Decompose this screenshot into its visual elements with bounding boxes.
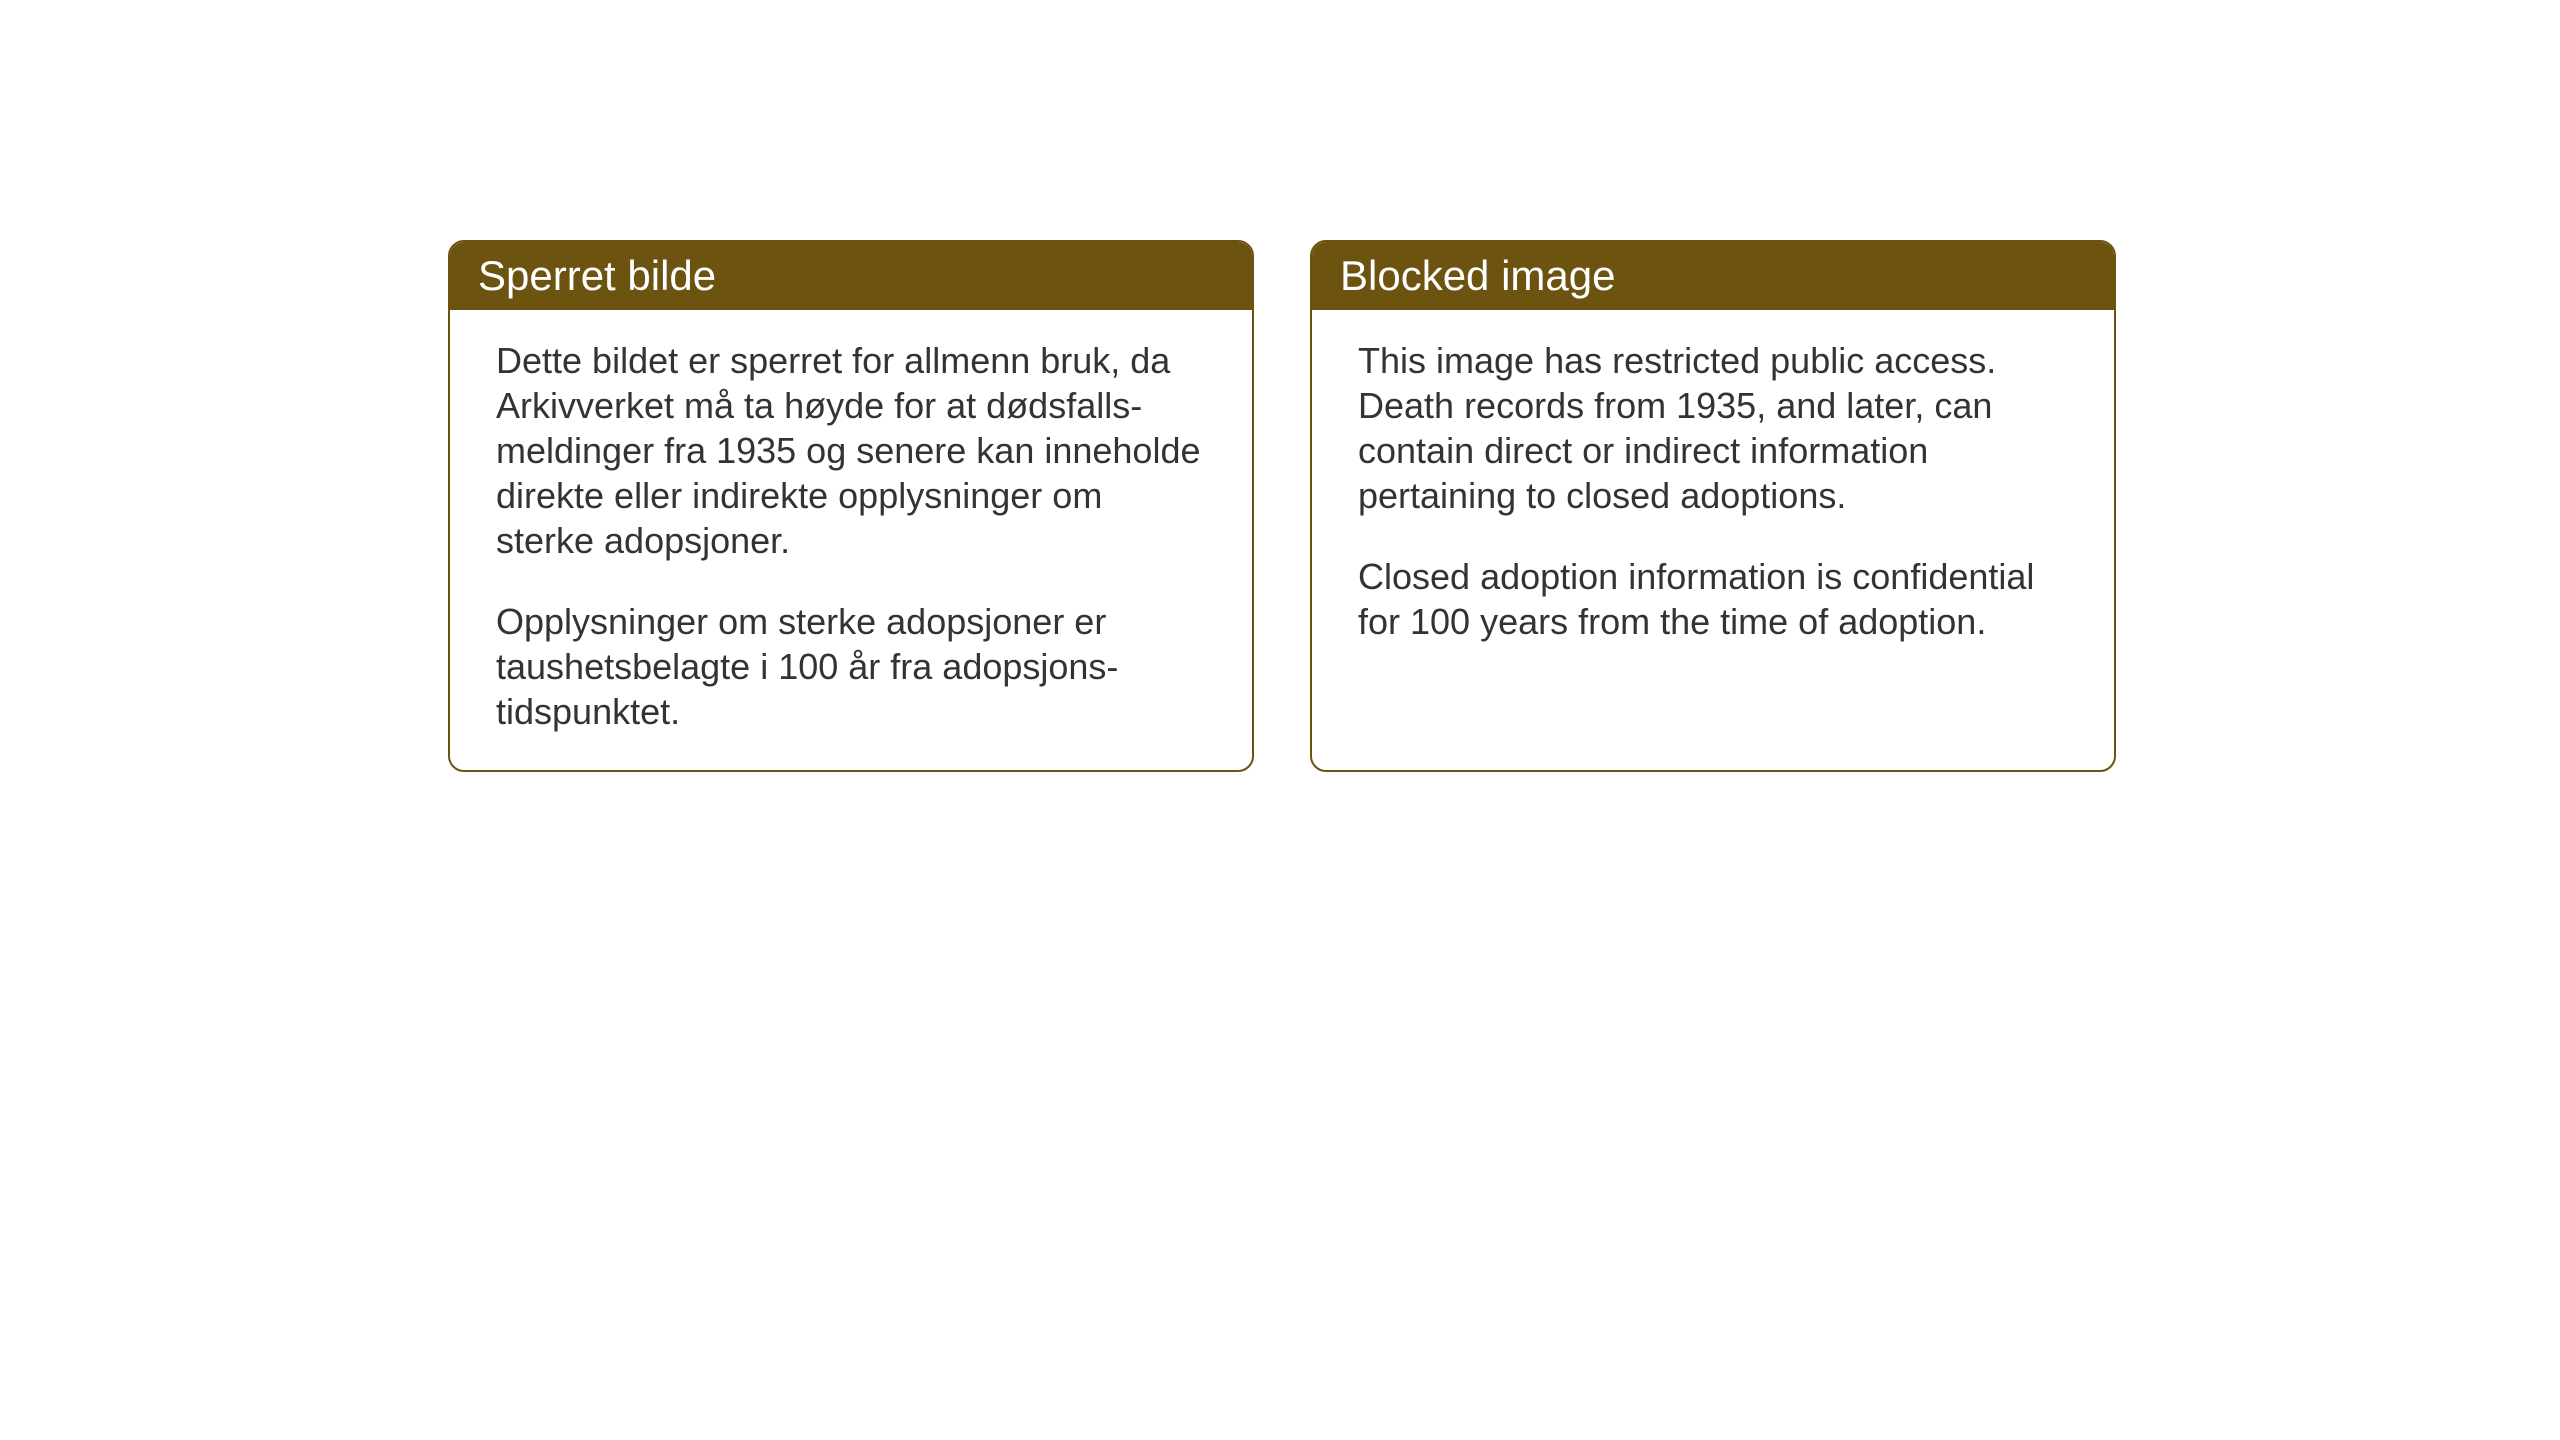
norwegian-paragraph-2: Opplysninger om sterke adopsjoner er tau… <box>496 599 1206 734</box>
norwegian-notice-card: Sperret bilde Dette bildet er sperret fo… <box>448 240 1254 772</box>
norwegian-paragraph-1: Dette bildet er sperret for allmenn bruk… <box>496 338 1206 563</box>
english-card-title: Blocked image <box>1312 242 2114 310</box>
english-paragraph-1: This image has restricted public access.… <box>1358 338 2068 518</box>
english-card-body: This image has restricted public access.… <box>1312 310 2114 750</box>
notice-container: Sperret bilde Dette bildet er sperret fo… <box>448 240 2116 772</box>
english-notice-card: Blocked image This image has restricted … <box>1310 240 2116 772</box>
norwegian-card-body: Dette bildet er sperret for allmenn bruk… <box>450 310 1252 770</box>
english-paragraph-2: Closed adoption information is confident… <box>1358 554 2068 644</box>
norwegian-card-title: Sperret bilde <box>450 242 1252 310</box>
